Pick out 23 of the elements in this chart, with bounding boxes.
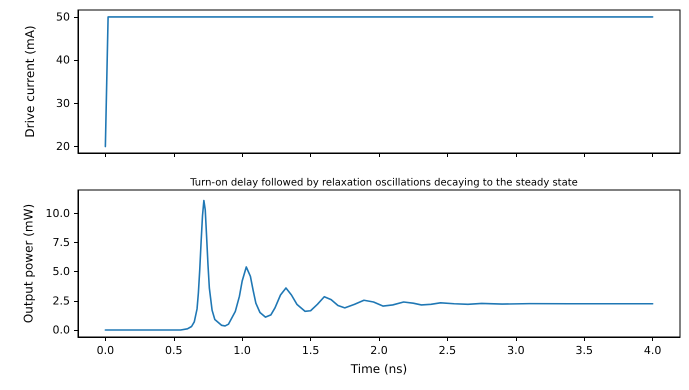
x-tick-label: 2.0	[370, 344, 388, 357]
x-tick-label: 4.0	[644, 344, 662, 357]
y-tick-label: 0.0	[52, 324, 70, 336]
x-tick-label: 3.0	[507, 344, 525, 357]
x-tick-label: 2.5	[438, 344, 456, 357]
y-axis-title: Drive current (mA)	[23, 25, 37, 138]
x-tick-label: 1.0	[233, 344, 251, 357]
y-tick-label: 40	[56, 54, 70, 67]
y-tick-label: 5.0	[52, 265, 70, 278]
x-tick-label: 0.5	[165, 344, 183, 357]
y-tick-label: 50	[56, 10, 70, 24]
x-tick-label: 3.5	[575, 344, 593, 357]
x-axis-title: Time (ns)	[350, 362, 408, 376]
line-series	[104, 200, 654, 331]
y-tick-label: 30	[56, 96, 70, 110]
x-tick-label: 1.5	[302, 344, 320, 357]
y-tick-label: 10.0	[46, 206, 70, 220]
x-tick-label: 0.0	[96, 344, 114, 357]
chart-title: Turn-on delay followed by relaxation oscillations decaying to the steady state	[189, 178, 578, 188]
y-axis-title: Output power (mW)	[22, 204, 36, 324]
y-tick-label: 7.5	[52, 236, 70, 249]
y-tick-label: 2.5	[52, 294, 70, 308]
y-tick-label: 20	[56, 140, 70, 154]
